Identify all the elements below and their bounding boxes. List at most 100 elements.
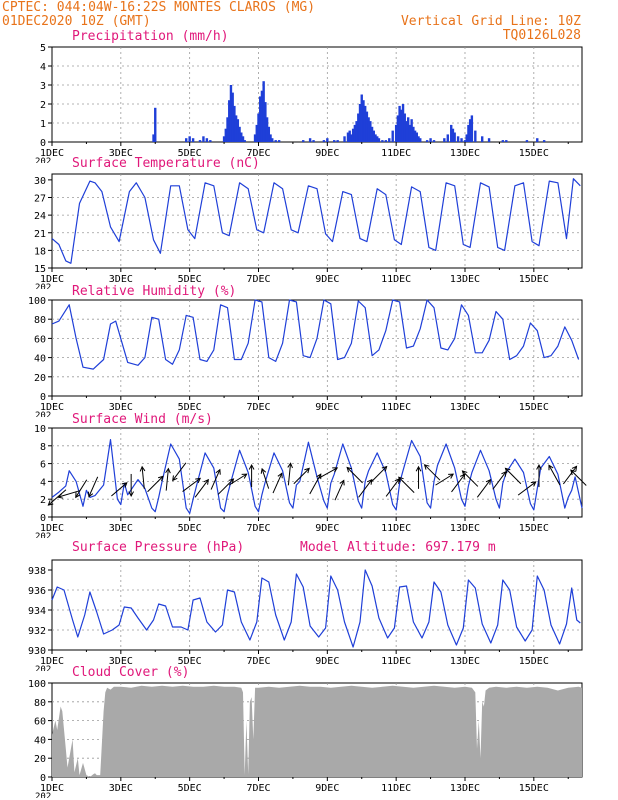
wind-arrow-head xyxy=(165,467,171,474)
wind-arrow-head xyxy=(381,465,388,472)
precip-ytick-label: 3 xyxy=(40,81,46,92)
precip-bar xyxy=(412,126,415,142)
temp-xtick-label: 1DEC xyxy=(40,274,64,285)
wind-arrow-head xyxy=(398,476,404,483)
run-date: 01DEC2020 10Z (GMT) xyxy=(2,14,151,29)
precip-xtick-label: 9DEC xyxy=(315,148,339,159)
cloud-xtick-label: 3DEC xyxy=(109,783,133,794)
precip-bar xyxy=(351,128,355,142)
rh-line xyxy=(51,299,580,370)
wind-arrow-shaft xyxy=(210,469,221,490)
precip-bar xyxy=(401,104,405,142)
precip-bar xyxy=(381,140,384,142)
precip-bar xyxy=(259,96,262,142)
precip-bar xyxy=(229,85,233,142)
wind-arrow-head xyxy=(459,473,466,480)
pres-line xyxy=(51,569,581,648)
model-code: TQ0126L028 xyxy=(502,28,581,43)
precip-bar xyxy=(456,136,460,142)
wind-arrow-head xyxy=(158,475,164,482)
cloud-xtick-label: 11DEC xyxy=(381,783,411,794)
rh-ytick-label: 20 xyxy=(34,373,46,384)
temp-title: Surface Temperature (nC) xyxy=(72,156,260,171)
cloud-area xyxy=(52,685,582,777)
precip-bar xyxy=(467,124,470,142)
precip-bar xyxy=(326,138,329,142)
temp-xtick-label: 13DEC xyxy=(450,274,480,285)
precip-bar xyxy=(233,105,236,142)
wind-ytick-label: 10 xyxy=(34,424,46,435)
rh-ytick-label: 40 xyxy=(34,354,46,365)
precip-bar xyxy=(450,124,453,142)
wind-line xyxy=(51,439,583,515)
precip-bar xyxy=(202,136,205,142)
wind-arrow-head xyxy=(128,491,134,498)
precip-bar xyxy=(226,117,229,142)
wind-panel: 0 2 4 6 8 10 1DEC 3DEC 5DEC 7DEC 9DEC 11DEC 13DEC 15D… xyxy=(34,412,587,542)
cloud-ytick-label: 0 xyxy=(40,773,46,784)
wind-arrow-shaft xyxy=(48,489,67,506)
temp-ytick-label: 30 xyxy=(34,176,46,187)
precip-bar xyxy=(542,140,546,142)
temp-xtick-label: 5DEC xyxy=(178,274,202,285)
pres-year-fragment: 202 xyxy=(35,665,51,675)
precip-bar xyxy=(222,136,226,142)
precip-xtick-label: 15DEC xyxy=(519,148,549,159)
precip-bar xyxy=(154,107,157,142)
rh-ytick-label: 100 xyxy=(28,296,46,307)
wind-arrow-head xyxy=(304,467,310,474)
rh-ytick-label: 80 xyxy=(34,315,46,326)
precip-bar xyxy=(355,121,358,142)
temp-xtick-label: 9DEC xyxy=(315,274,339,285)
temp-frame xyxy=(51,173,583,269)
precip-bar xyxy=(255,124,258,142)
precip-bar xyxy=(152,134,155,142)
precip-bar xyxy=(410,119,413,142)
precip-bar xyxy=(403,113,406,142)
precip-bar xyxy=(413,130,417,142)
wind-xtick-label: 1DEC xyxy=(40,523,64,534)
precip-bar xyxy=(474,130,477,142)
pres-subtitle: Model Altitude: 697.179 m xyxy=(300,540,496,555)
wind-arrow-shaft xyxy=(147,476,164,493)
precip-bar xyxy=(234,115,238,142)
wind-arrow-head xyxy=(415,465,422,472)
cloud-xtick-label: 15DEC xyxy=(519,783,549,794)
precip-panel: 0 1 2 3 4 5 1DEC 3DEC 5DEC 7DEC 9DEC 11DEC 13DEC 15DE… xyxy=(35,29,583,167)
precip-bar xyxy=(417,136,420,142)
precip-bar xyxy=(372,130,375,142)
temp-xtick-label: 3DEC xyxy=(109,274,133,285)
cloud-panel: 0 20 40 60 80 100 1DEC 3DEC 5DEC 7DEC 9DEC 11DEC 13D… xyxy=(28,665,583,800)
precip-bar xyxy=(228,100,231,142)
wind-arrow-head xyxy=(504,467,511,474)
pres-xtick-label: 3DEC xyxy=(109,656,133,667)
precip-ytick-label: 4 xyxy=(40,62,46,73)
wind-arrow-shaft xyxy=(317,467,338,480)
precip-year-fragment: 202 xyxy=(35,157,51,167)
wind-xtick-label: 15DEC xyxy=(519,523,549,534)
wind-arrow-shaft xyxy=(287,463,292,486)
wind-arrow-head xyxy=(57,493,64,499)
temp-ytick-label: 15 xyxy=(34,264,46,275)
precip-bar xyxy=(391,130,394,142)
precip-bar xyxy=(370,126,374,142)
wind-arrow-shaft xyxy=(182,477,201,492)
precip-bar xyxy=(463,140,467,142)
pres-xtick-label: 1DEC xyxy=(40,656,64,667)
wind-title: Surface Wind (m/s) xyxy=(72,412,213,427)
precip-bar xyxy=(398,105,401,142)
pres-xtick-label: 15DEC xyxy=(519,656,549,667)
wind-arrow-head xyxy=(346,466,353,473)
wind-arrow-shaft xyxy=(309,473,322,495)
precip-bar xyxy=(487,138,491,142)
wind-ytick-label: 0 xyxy=(40,513,46,524)
precip-bar xyxy=(191,138,195,142)
pres-frame xyxy=(51,559,583,651)
precip-bar xyxy=(277,140,281,142)
rh-year-fragment: 202 xyxy=(35,411,51,421)
wind-arrow-head xyxy=(87,491,94,498)
precip-bar xyxy=(400,109,403,142)
temp-xtick-label: 11DEC xyxy=(381,274,411,285)
wind-frame xyxy=(51,427,583,518)
